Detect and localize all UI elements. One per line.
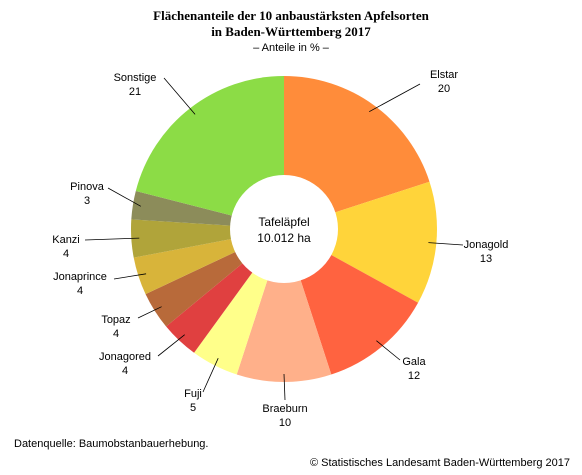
slice-label-jonagold: Jonagold: [464, 239, 509, 251]
slice-value-fuji: 5: [190, 402, 196, 414]
slice-jonagold: [284, 181, 437, 303]
slice-value-kanzi: 4: [63, 248, 69, 260]
slice-labels: Elstar 20 Jonagold 13 Gala 12 Braeburn 10 Fuji 5 J…: [52, 69, 508, 429]
leader-line-sonstige: [163, 77, 196, 115]
slice-value-pinova: 3: [84, 195, 90, 207]
copyright-note: © Statistisches Landesamt Baden-Württemb…: [309, 457, 570, 469]
slice-label-kanzi: Kanzi: [52, 234, 80, 246]
chart-title-line-2: in Baden-Württemberg 2017: [211, 24, 371, 39]
slice-label-jonaprince: Jonaprince: [53, 271, 107, 283]
slice-label-elstar: Elstar: [430, 69, 458, 81]
slice-label-pinova: Pinova: [70, 181, 105, 193]
center-label-line-1: Tafeläpfel: [258, 215, 309, 229]
center-label-line-2: 10.012 ha: [257, 231, 311, 245]
leader-line-braeburn: [283, 373, 286, 401]
slice-label-fuji: Fuji: [184, 388, 202, 400]
leader-lines: [84, 77, 464, 401]
leader-line-jonagold: [428, 242, 464, 246]
leader-line-jonagored: [157, 334, 185, 357]
slice-label-topaz: Topaz: [101, 314, 130, 326]
slice-value-elstar: 20: [438, 83, 450, 95]
chart-title: Flächenanteile der 10 anbaustärksten Apf…: [0, 8, 582, 40]
donut-hole: [230, 175, 338, 283]
slice-label-braeburn: Braeburn: [262, 403, 307, 415]
leader-line-topaz: [137, 306, 162, 319]
leader-line-kanzi: [84, 237, 140, 241]
leader-line-gala: [376, 340, 401, 361]
chart-title-line-1: Flächenanteile der 10 anbaustärksten Apf…: [153, 8, 429, 23]
slice-braeburn: [236, 229, 332, 382]
slice-label-sonstige: Sonstige: [114, 72, 157, 84]
chart-subtitle: – Anteile in % –: [253, 42, 329, 54]
slice-value-jonagold: 13: [480, 253, 492, 265]
leader-line-jonaprince: [113, 273, 147, 280]
leader-line-fuji: [202, 358, 219, 393]
slice-label-gala: Gala: [402, 356, 426, 368]
slice-value-sonstige: 21: [129, 86, 141, 98]
slice-value-jonagored: 4: [122, 365, 128, 377]
slice-value-jonaprince: 4: [77, 285, 83, 297]
slice-label-jonagored: Jonagored: [99, 351, 151, 363]
data-source-note: Datenquelle: Baumobstanbauerhebung.: [14, 438, 209, 450]
leader-line-elstar: [369, 83, 421, 113]
leader-line-pinova: [107, 187, 141, 207]
slice-value-gala: 12: [408, 370, 420, 382]
slice-value-topaz: 4: [113, 328, 119, 340]
slice-value-braeburn: 10: [279, 417, 291, 429]
